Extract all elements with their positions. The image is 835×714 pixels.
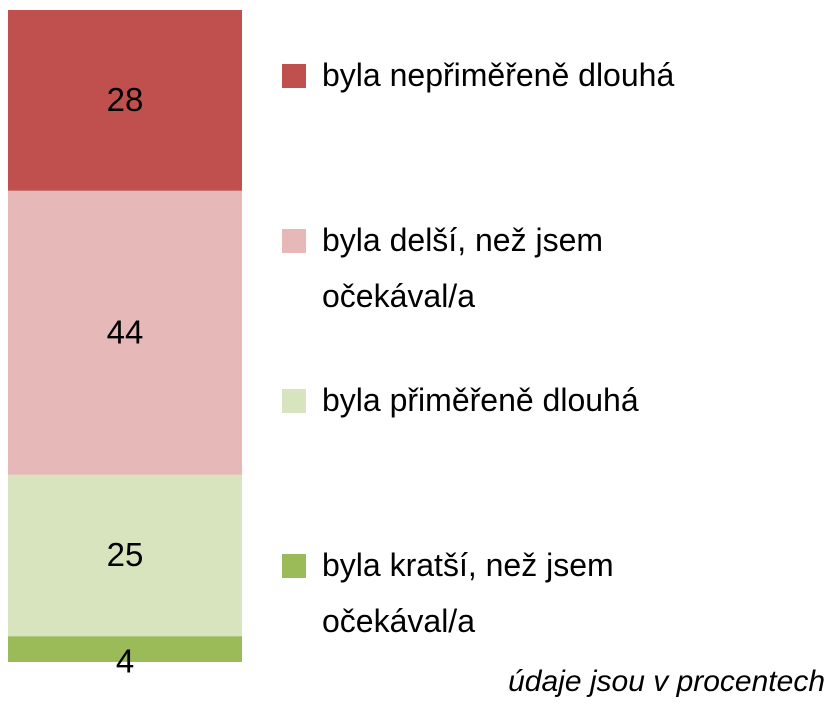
data-label: 4 xyxy=(116,643,134,680)
bar-segment xyxy=(8,10,242,191)
data-label: 44 xyxy=(107,313,144,350)
bar-segment xyxy=(8,636,242,662)
legend-swatch xyxy=(282,64,306,88)
legend-item: byla přiměřeně dlouhá xyxy=(282,372,722,428)
legend-item: byla delší, než jsem očekával/a xyxy=(282,212,722,324)
legend-label: byla kratší, než jsem očekával/a xyxy=(322,547,614,639)
legend-item: byla kratší, než jsem očekával/a xyxy=(282,537,722,649)
bar-segment xyxy=(8,190,242,475)
legend-swatch xyxy=(282,229,306,253)
legend-label: byla nepřiměřeně dlouhá xyxy=(322,57,675,93)
data-label: 25 xyxy=(107,536,144,573)
legend-label: byla přiměřeně dlouhá xyxy=(322,382,639,418)
legend-swatch xyxy=(282,389,306,413)
bar-segment xyxy=(8,474,242,637)
annotation: údaje jsou v procentech xyxy=(508,665,825,698)
data-label: 28 xyxy=(107,81,144,118)
legend-swatch xyxy=(282,554,306,578)
legend-label: byla delší, než jsem očekával/a xyxy=(322,222,604,314)
legend-item: byla nepřiměřeně dlouhá xyxy=(282,47,722,103)
